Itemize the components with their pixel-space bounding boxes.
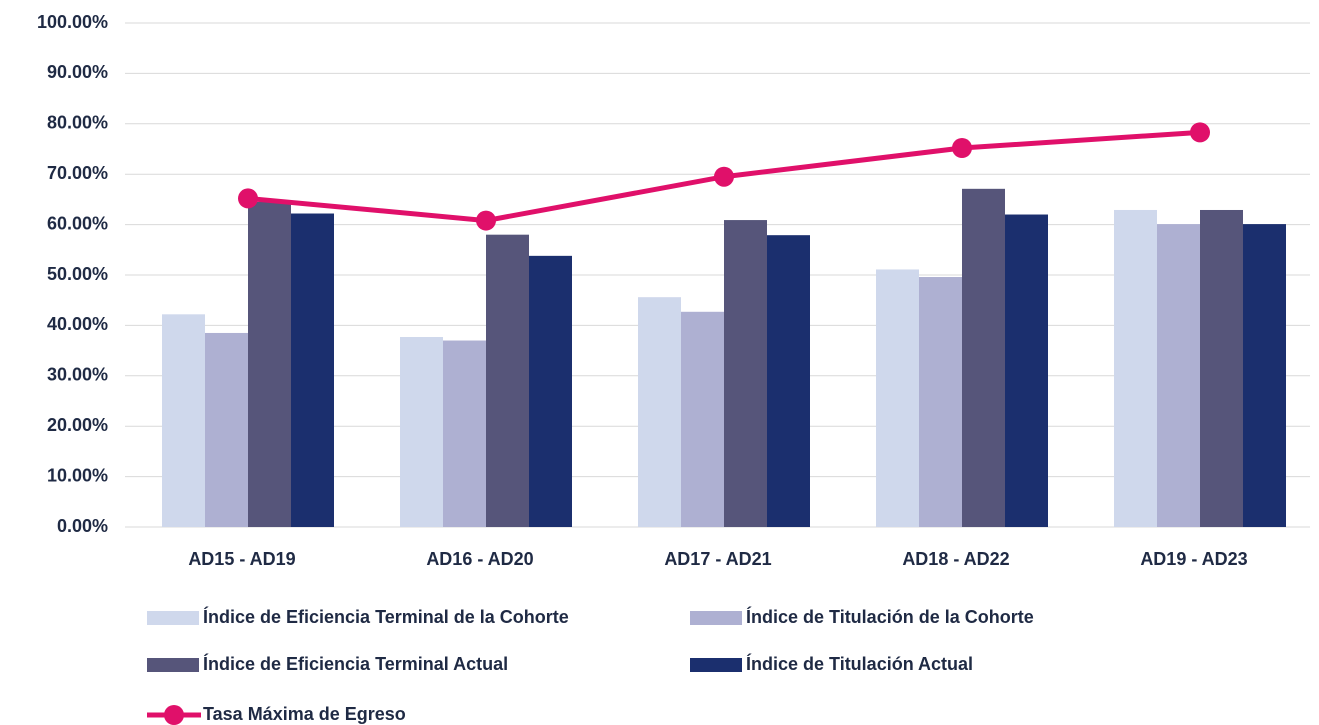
line-marker <box>714 166 734 187</box>
y-tick-label: 30.00% <box>47 365 108 385</box>
bar <box>919 277 962 527</box>
legend-swatch <box>164 705 184 725</box>
line-marker <box>1190 122 1210 143</box>
bar <box>248 201 291 528</box>
bar <box>291 213 334 527</box>
bar <box>443 340 486 527</box>
bar <box>205 332 248 527</box>
bar <box>1200 209 1243 527</box>
bar <box>1114 209 1157 527</box>
y-tick-label: 10.00% <box>47 465 108 485</box>
bar <box>529 255 572 527</box>
legend-swatch <box>690 658 742 672</box>
x-tick-label: AD17 - AD21 <box>664 549 771 569</box>
x-tick-label: AD15 - AD19 <box>188 549 295 569</box>
legend-swatch <box>147 611 199 625</box>
bar <box>1005 214 1048 527</box>
bar <box>1243 224 1286 527</box>
bar <box>638 297 681 527</box>
x-tick-label: AD16 - AD20 <box>426 549 533 569</box>
line-marker <box>238 188 258 209</box>
bar <box>486 234 529 527</box>
legend-label: Tasa Máxima de Egreso <box>203 704 406 724</box>
bar <box>767 235 810 527</box>
y-tick-label: 60.00% <box>47 213 108 233</box>
line-marker <box>952 137 972 158</box>
y-tick-label: 50.00% <box>47 264 108 284</box>
y-tick-label: 100.00% <box>37 12 108 32</box>
bar <box>681 311 724 527</box>
legend-swatch <box>690 611 742 625</box>
x-tick-label: AD19 - AD23 <box>1140 549 1247 569</box>
line-marker <box>476 210 496 231</box>
bar <box>162 314 205 527</box>
y-tick-label: 90.00% <box>47 62 108 82</box>
legend-label: Índice de Titulación de la Cohorte <box>746 606 1034 627</box>
legend-label: Índice de Titulación Actual <box>746 653 973 674</box>
y-tick-label: 40.00% <box>47 314 108 334</box>
x-tick-label: AD18 - AD22 <box>902 549 1009 569</box>
legend-label: Índice de Eficiencia Terminal de la Coho… <box>203 606 569 627</box>
y-tick-label: 20.00% <box>47 415 108 435</box>
bar <box>1157 224 1200 527</box>
bar <box>724 220 767 527</box>
bar <box>962 188 1005 528</box>
y-tick-label: 0.00% <box>57 516 108 536</box>
legend-label: Índice de Eficiencia Terminal Actual <box>203 653 508 674</box>
y-tick-label: 80.00% <box>47 113 108 133</box>
bar <box>876 269 919 527</box>
bar <box>400 336 443 527</box>
y-tick-label: 70.00% <box>47 163 108 183</box>
legend-swatch <box>147 658 199 672</box>
